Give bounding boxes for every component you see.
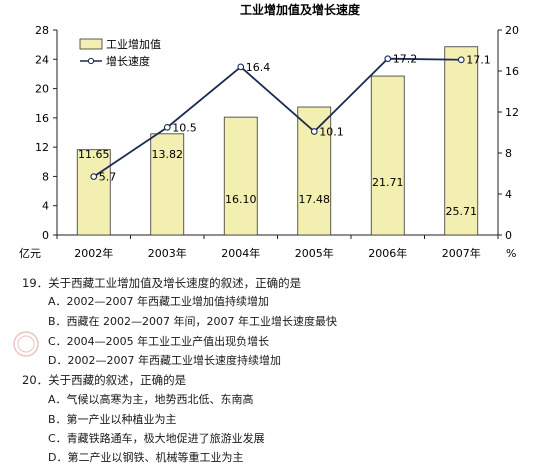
growth-value-label: 5.7 bbox=[99, 171, 117, 184]
watermark-stamp-icon bbox=[12, 330, 40, 358]
question-19-option-b: B．西藏在 2002—2007 年间，2007 年工业增长速度最快 bbox=[48, 315, 338, 328]
x-tick-label: 2003年 bbox=[148, 246, 187, 260]
y-right-tick-label: 16 bbox=[505, 65, 519, 78]
y-right-tick-label: 0 bbox=[505, 229, 512, 242]
growth-value-label: 17.2 bbox=[393, 53, 418, 66]
growth-line bbox=[93, 57, 462, 178]
bar-value-label: 13.82 bbox=[152, 148, 184, 161]
growth-value-label: 17.1 bbox=[466, 54, 491, 67]
growth-value-label: 16.4 bbox=[246, 61, 271, 74]
y-left-unit: 亿元 bbox=[19, 247, 41, 260]
bar-value-label: 17.48 bbox=[299, 193, 331, 206]
question-19-option-c: C．2004—2005 年工业工业产值出现负增长 bbox=[48, 335, 270, 348]
legend: 工业增加值 增长速度 bbox=[79, 37, 161, 68]
y-left-tick-label: 28 bbox=[35, 24, 49, 37]
x-tick-label: 2005年 bbox=[295, 246, 334, 260]
y-left-tick-label: 16 bbox=[35, 112, 49, 125]
growth-point bbox=[90, 173, 98, 180]
x-tick-label: 2007年 bbox=[442, 246, 481, 260]
chart-title: 工业增加值及增长速度 bbox=[240, 2, 361, 17]
y-right-tick-label: 4 bbox=[505, 188, 512, 201]
bar-value-label: 11.65 bbox=[78, 148, 110, 161]
bar-value-label: 21.71 bbox=[372, 176, 404, 189]
legend-line-marker bbox=[87, 57, 95, 65]
legend-bar-swatch bbox=[79, 38, 103, 50]
question-20-option-c: C．青藏铁路通车，极大地促进了旅游业发展 bbox=[48, 432, 265, 445]
bar-value-label: 16.10 bbox=[225, 193, 257, 206]
bar bbox=[223, 116, 258, 236]
legend-bar-label: 工业增加值 bbox=[106, 37, 161, 51]
bar bbox=[76, 149, 111, 236]
bar bbox=[150, 133, 185, 236]
growth-point bbox=[384, 55, 392, 63]
bar-value-label: 25.71 bbox=[446, 205, 478, 218]
y-left-tick-label: 0 bbox=[42, 229, 49, 242]
x-tick-label: 2002年 bbox=[74, 246, 113, 260]
y-right-unit: % bbox=[506, 247, 516, 260]
question-19-stem: 19．关于西藏工业增加值及增长速度的叙述，正确的是 bbox=[22, 276, 302, 290]
question-20-stem: 20．关于西藏的叙述，正确的是 bbox=[22, 373, 187, 387]
growth-value-label: 10.1 bbox=[319, 125, 344, 138]
bar bbox=[444, 46, 479, 236]
question-19-option-a: A．2002—2007 年西藏工业增加值持续增加 bbox=[48, 295, 270, 308]
growth-point bbox=[237, 63, 245, 71]
question-19-option-d: D．2002—2007 年西藏工业增长速度持续增加 bbox=[48, 354, 281, 367]
y-left-tick-label: 4 bbox=[42, 200, 49, 213]
y-left-tick-label: 8 bbox=[42, 170, 49, 183]
growth-point bbox=[457, 56, 465, 64]
plot-area: 0 4 8 12 16 20 24 28 0 4 8 12 16 20 亿元 % 2002年 2003年 2004年… bbox=[19, 24, 519, 260]
bar bbox=[370, 75, 405, 236]
y-left-tick-label: 20 bbox=[35, 83, 49, 96]
question-20-option-d: D．第二产业以钢铁、机械等重工业为主 bbox=[48, 451, 244, 464]
y-right-tick-label: 8 bbox=[505, 147, 512, 160]
x-tick-label: 2004年 bbox=[221, 246, 260, 260]
y-right-tick-label: 12 bbox=[505, 106, 519, 119]
question-20-option-b: B．第一产业以种植业为主 bbox=[48, 413, 177, 426]
x-tick-label: 2006年 bbox=[368, 246, 407, 260]
y-left-tick-label: 12 bbox=[35, 141, 49, 154]
legend-line-label: 增长速度 bbox=[106, 54, 150, 68]
growth-point bbox=[310, 128, 318, 135]
y-right-tick-label: 20 bbox=[505, 24, 519, 37]
growth-value-label: 10.5 bbox=[172, 121, 197, 134]
growth-point bbox=[163, 124, 171, 131]
question-20-option-a: A．气候以高寒为主，地势西北低、东南高 bbox=[48, 393, 254, 406]
y-left-tick-label: 24 bbox=[35, 53, 49, 66]
